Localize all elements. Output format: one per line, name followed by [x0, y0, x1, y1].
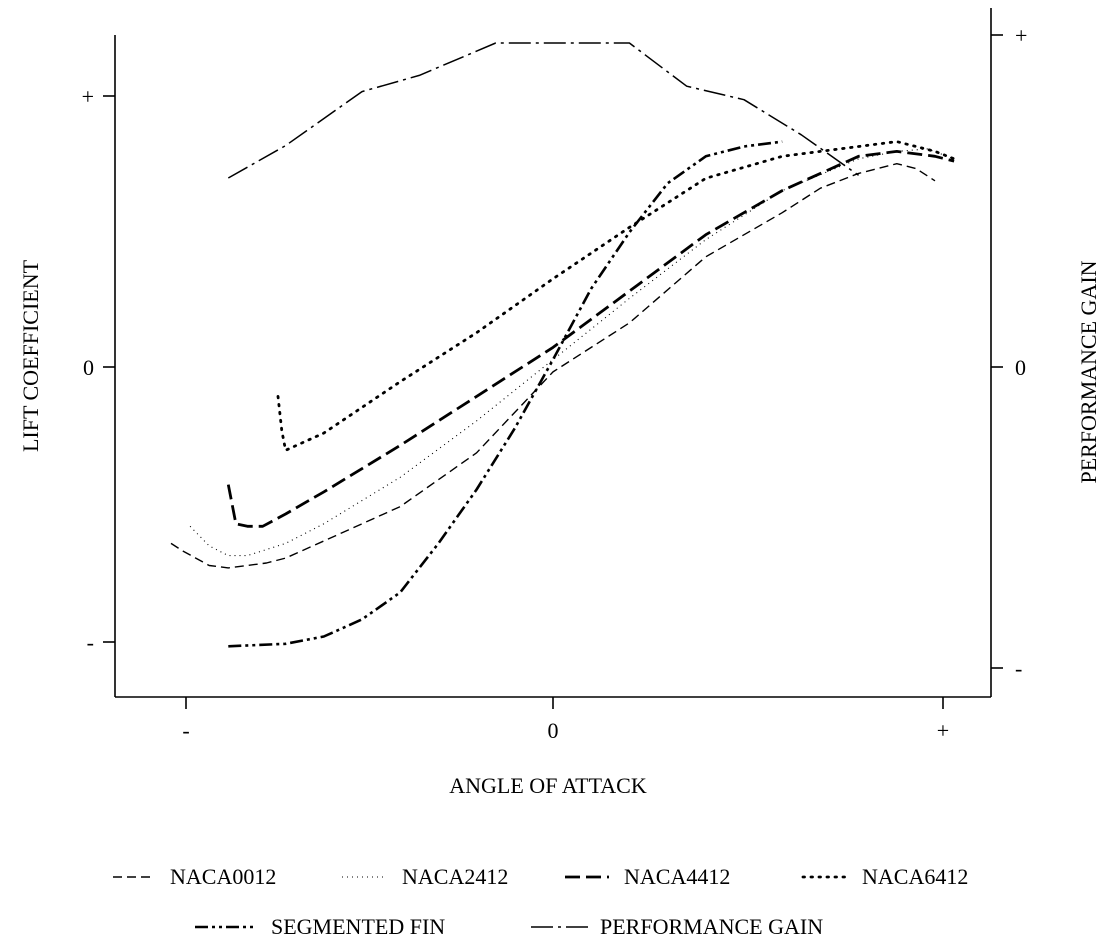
ytick-label: - [87, 630, 94, 655]
y2tick-label: - [1015, 656, 1022, 681]
xtick-label: + [937, 718, 949, 743]
series-line-naca4412 [226, 149, 955, 528]
series-line-naca6412 [276, 140, 956, 452]
xtick-label: 0 [548, 718, 559, 743]
series-layer [170, 42, 956, 648]
legend-label: SEGMENTED FIN [271, 914, 445, 939]
legend-label: NACA6412 [862, 864, 968, 889]
series-line-performance-gain [227, 42, 860, 179]
y2tick-label: 0 [1015, 355, 1026, 380]
legend-label: NACA0012 [170, 864, 276, 889]
y2tick-label: + [1015, 23, 1027, 48]
legend-label: NACA2412 [402, 864, 508, 889]
y-axis-label: LIFT COEFFICIENT [18, 259, 43, 452]
legend-label: PERFORMANCE GAIN [600, 914, 823, 939]
series-line-naca2412 [189, 148, 955, 557]
series-line-segmented-fin [228, 140, 783, 648]
xtick-label: - [182, 718, 189, 743]
ytick-label: 0 [83, 355, 94, 380]
series-line-naca0012 [170, 162, 936, 569]
y2-axis-label: PERFORMANCE GAIN [1076, 260, 1101, 483]
legend: NACA0012 NACA2412 NACA4412 NACA6412 SEGMENTE… [113, 864, 968, 939]
ytick-label: + [82, 84, 94, 109]
x-axis-label: ANGLE OF ATTACK [449, 773, 647, 798]
legend-label: NACA4412 [624, 864, 730, 889]
